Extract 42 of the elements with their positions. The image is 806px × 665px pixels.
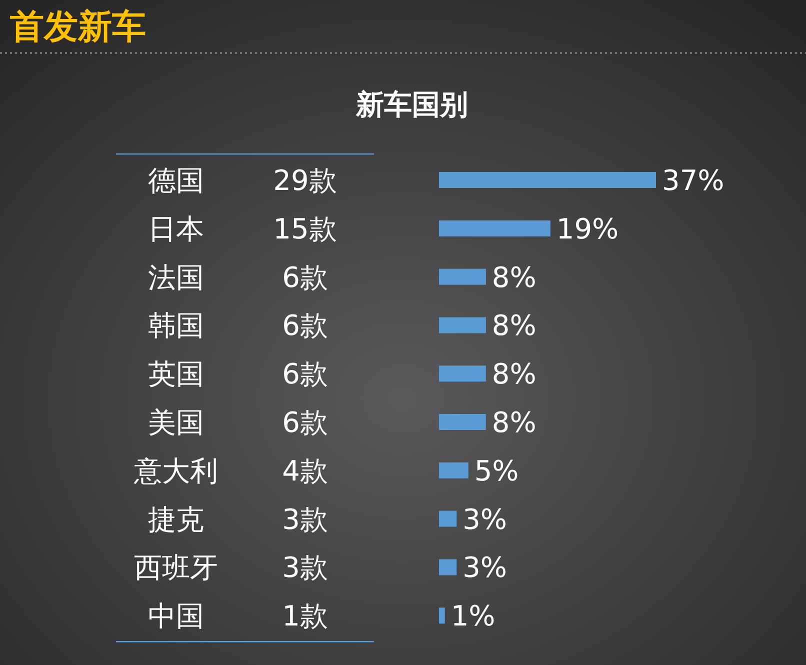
text: 15款 — [273, 212, 337, 246]
y-tick-label: 英国 — [148, 358, 204, 391]
text: 29款 — [273, 164, 337, 197]
data-label: 3% — [462, 551, 508, 584]
y-tick-label: 意大利 — [133, 454, 218, 488]
text: 6款 — [282, 406, 328, 439]
data-label: 8% — [492, 406, 536, 439]
text: 3款 — [282, 502, 328, 536]
y-tick-label: 美国 — [148, 406, 204, 439]
text: 1款 — [282, 600, 328, 633]
data-label: 5% — [474, 454, 519, 488]
data-label: 19% — [556, 212, 619, 246]
bar — [439, 510, 457, 527]
data-label: 8% — [492, 309, 536, 342]
data-label: 1% — [450, 600, 496, 633]
bar — [439, 220, 550, 236]
bar — [439, 462, 468, 478]
bar — [439, 366, 486, 382]
data-label: 3% — [462, 502, 508, 536]
bar — [439, 268, 486, 285]
bar — [439, 559, 457, 576]
data-label: 8% — [492, 358, 536, 391]
y-tick-label: 韩国 — [148, 309, 204, 342]
text: 6款 — [282, 358, 328, 391]
y-tick-label: 西班牙 — [134, 551, 218, 584]
y-tick-label: 日本 — [148, 212, 204, 246]
text: 4款 — [282, 454, 328, 488]
y-tick-label: 中国 — [148, 600, 204, 633]
bar — [439, 317, 486, 334]
chart-subtitle: 新车国别 — [355, 88, 468, 121]
data-label: 37% — [662, 164, 724, 197]
bar — [439, 608, 445, 624]
bar — [439, 172, 656, 188]
y-tick-label: 法国 — [148, 260, 204, 294]
text: 3款 — [282, 551, 328, 584]
y-tick-label: 德国 — [148, 164, 204, 197]
data-label: 8% — [492, 260, 536, 294]
text: 6款 — [282, 260, 328, 294]
text: 首发新车 — [10, 7, 146, 47]
text: 6款 — [282, 309, 328, 342]
bar — [439, 414, 486, 430]
y-tick-label: 捷克 — [148, 502, 204, 536]
